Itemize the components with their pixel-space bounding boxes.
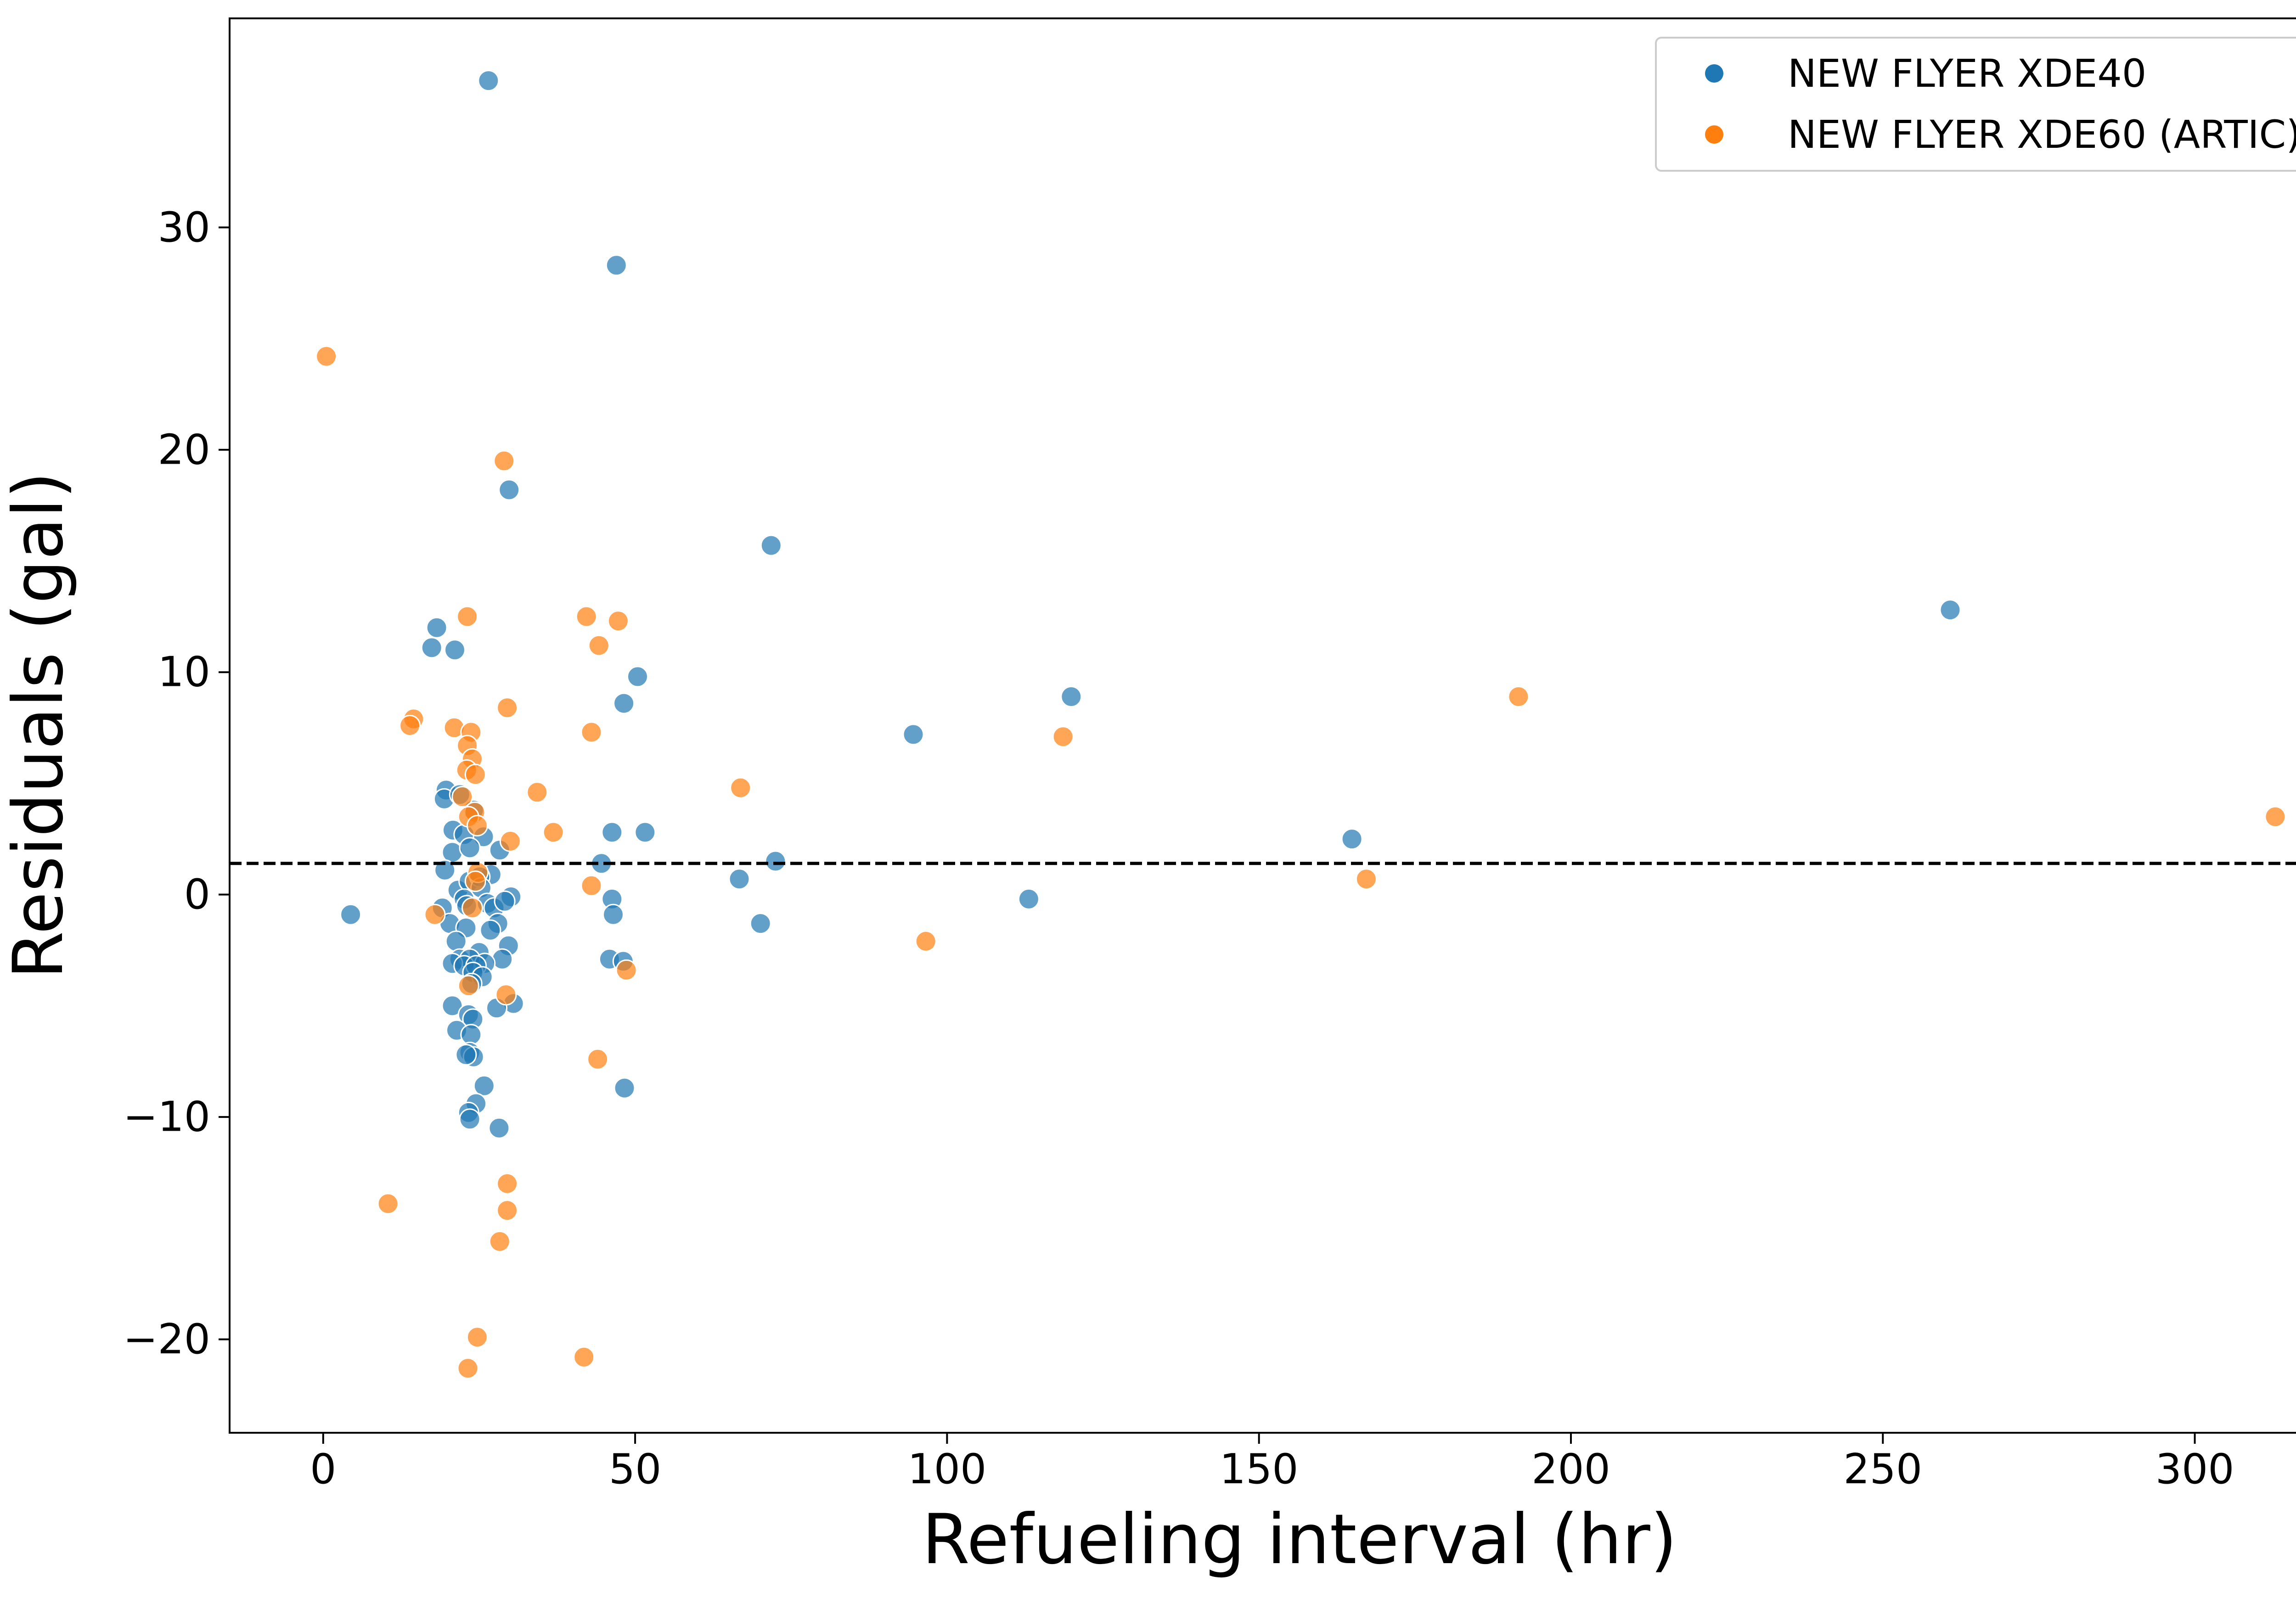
data-point (478, 70, 500, 92)
ticks-layer: 0 50 100 150 200 250 300 −20 −10 0 10 20 30 (123, 203, 2234, 1493)
legend-label-xde40: NEW FLYER XDE40 (1788, 51, 2146, 96)
x-axis-label: Refueling interval (hr) (922, 1500, 1677, 1580)
data-point (915, 930, 937, 952)
data-point (457, 975, 479, 997)
data-point (1052, 726, 1074, 748)
data-point (542, 821, 564, 843)
y-axis-label: Residuals (gal) (0, 471, 79, 979)
data-point (580, 721, 602, 743)
data-point (464, 870, 486, 892)
data-point (426, 617, 448, 639)
plot-frame (229, 17, 2296, 1434)
data-point (456, 606, 478, 628)
y-tick-label: −20 (123, 1315, 210, 1363)
data-point (445, 930, 467, 952)
series-xde40 (340, 70, 1961, 1139)
data-point (1508, 686, 1530, 707)
data-point (1060, 686, 1082, 707)
data-point (496, 697, 518, 719)
x-tick-label: 250 (1843, 1445, 1922, 1493)
data-point (498, 479, 520, 501)
y-tick-label: 30 (158, 203, 210, 252)
y-tick-label: 0 (184, 870, 210, 919)
data-point (421, 637, 443, 659)
data-point (479, 919, 501, 941)
data-point (434, 859, 456, 881)
data-point (441, 995, 463, 1017)
data-point (466, 815, 488, 836)
data-point (601, 821, 623, 843)
y-tick-label: 20 (158, 426, 210, 474)
y-tick-label: −10 (123, 1093, 210, 1141)
data-point (459, 837, 481, 859)
x-tick-label: 200 (1531, 1445, 1610, 1493)
data-point (602, 903, 624, 925)
data-point (607, 610, 629, 632)
legend-label-xde60-artic: NEW FLYER XDE60 (ARTIC) (1788, 112, 2296, 157)
data-point (377, 1193, 399, 1215)
data-point (902, 723, 924, 746)
marks-layer (230, 70, 2296, 1379)
data-point (1018, 888, 1040, 910)
data-point (526, 781, 548, 803)
data-point (499, 830, 521, 852)
data-point (459, 1108, 481, 1130)
data-point (588, 634, 610, 656)
data-point (493, 450, 515, 472)
legend-box (1655, 37, 2296, 172)
x-tick-label: 0 (310, 1445, 336, 1493)
data-point (473, 1075, 495, 1097)
data-point (587, 1048, 609, 1070)
data-point (489, 1230, 511, 1252)
data-point (730, 777, 752, 799)
data-point (749, 913, 771, 935)
data-point (466, 1326, 488, 1348)
data-point (496, 1200, 518, 1222)
data-point (457, 1357, 479, 1379)
data-point (605, 254, 627, 276)
series-xde60-artic (315, 345, 2286, 1379)
data-point (461, 897, 483, 919)
data-point (464, 763, 486, 785)
legend: NEW FLYER XDE40 NEW FLYER XDE60 (ARTIC) (1655, 37, 2296, 172)
data-point (1939, 599, 1961, 621)
x-tick-label: 50 (609, 1445, 662, 1493)
x-tick-label: 100 (907, 1445, 986, 1493)
x-tick-label: 300 (2155, 1445, 2234, 1493)
data-point (613, 1077, 636, 1099)
data-point (315, 345, 338, 367)
legend-marker-xde40 (1705, 64, 1723, 83)
data-point (627, 666, 648, 688)
data-point (580, 875, 602, 897)
x-tick-label: 150 (1220, 1445, 1299, 1493)
data-point (575, 606, 597, 628)
y-tick-label: 10 (158, 648, 210, 696)
data-point (728, 868, 750, 890)
data-point (494, 890, 516, 912)
data-point (495, 984, 517, 1006)
data-point (760, 534, 782, 556)
data-point (496, 1172, 518, 1195)
data-point (399, 715, 421, 736)
data-point (1341, 828, 1363, 850)
data-point (455, 1044, 477, 1066)
data-point (451, 786, 473, 808)
data-point (765, 850, 787, 872)
data-point (573, 1346, 595, 1368)
data-point (444, 639, 466, 661)
data-point (613, 692, 635, 714)
data-point (615, 959, 637, 981)
data-point (424, 903, 446, 925)
data-point (488, 1117, 510, 1139)
legend-marker-xde60-artic (1705, 125, 1723, 144)
data-point (2264, 806, 2286, 828)
data-point (1355, 868, 1377, 890)
data-point (634, 821, 656, 843)
data-point (340, 903, 362, 925)
